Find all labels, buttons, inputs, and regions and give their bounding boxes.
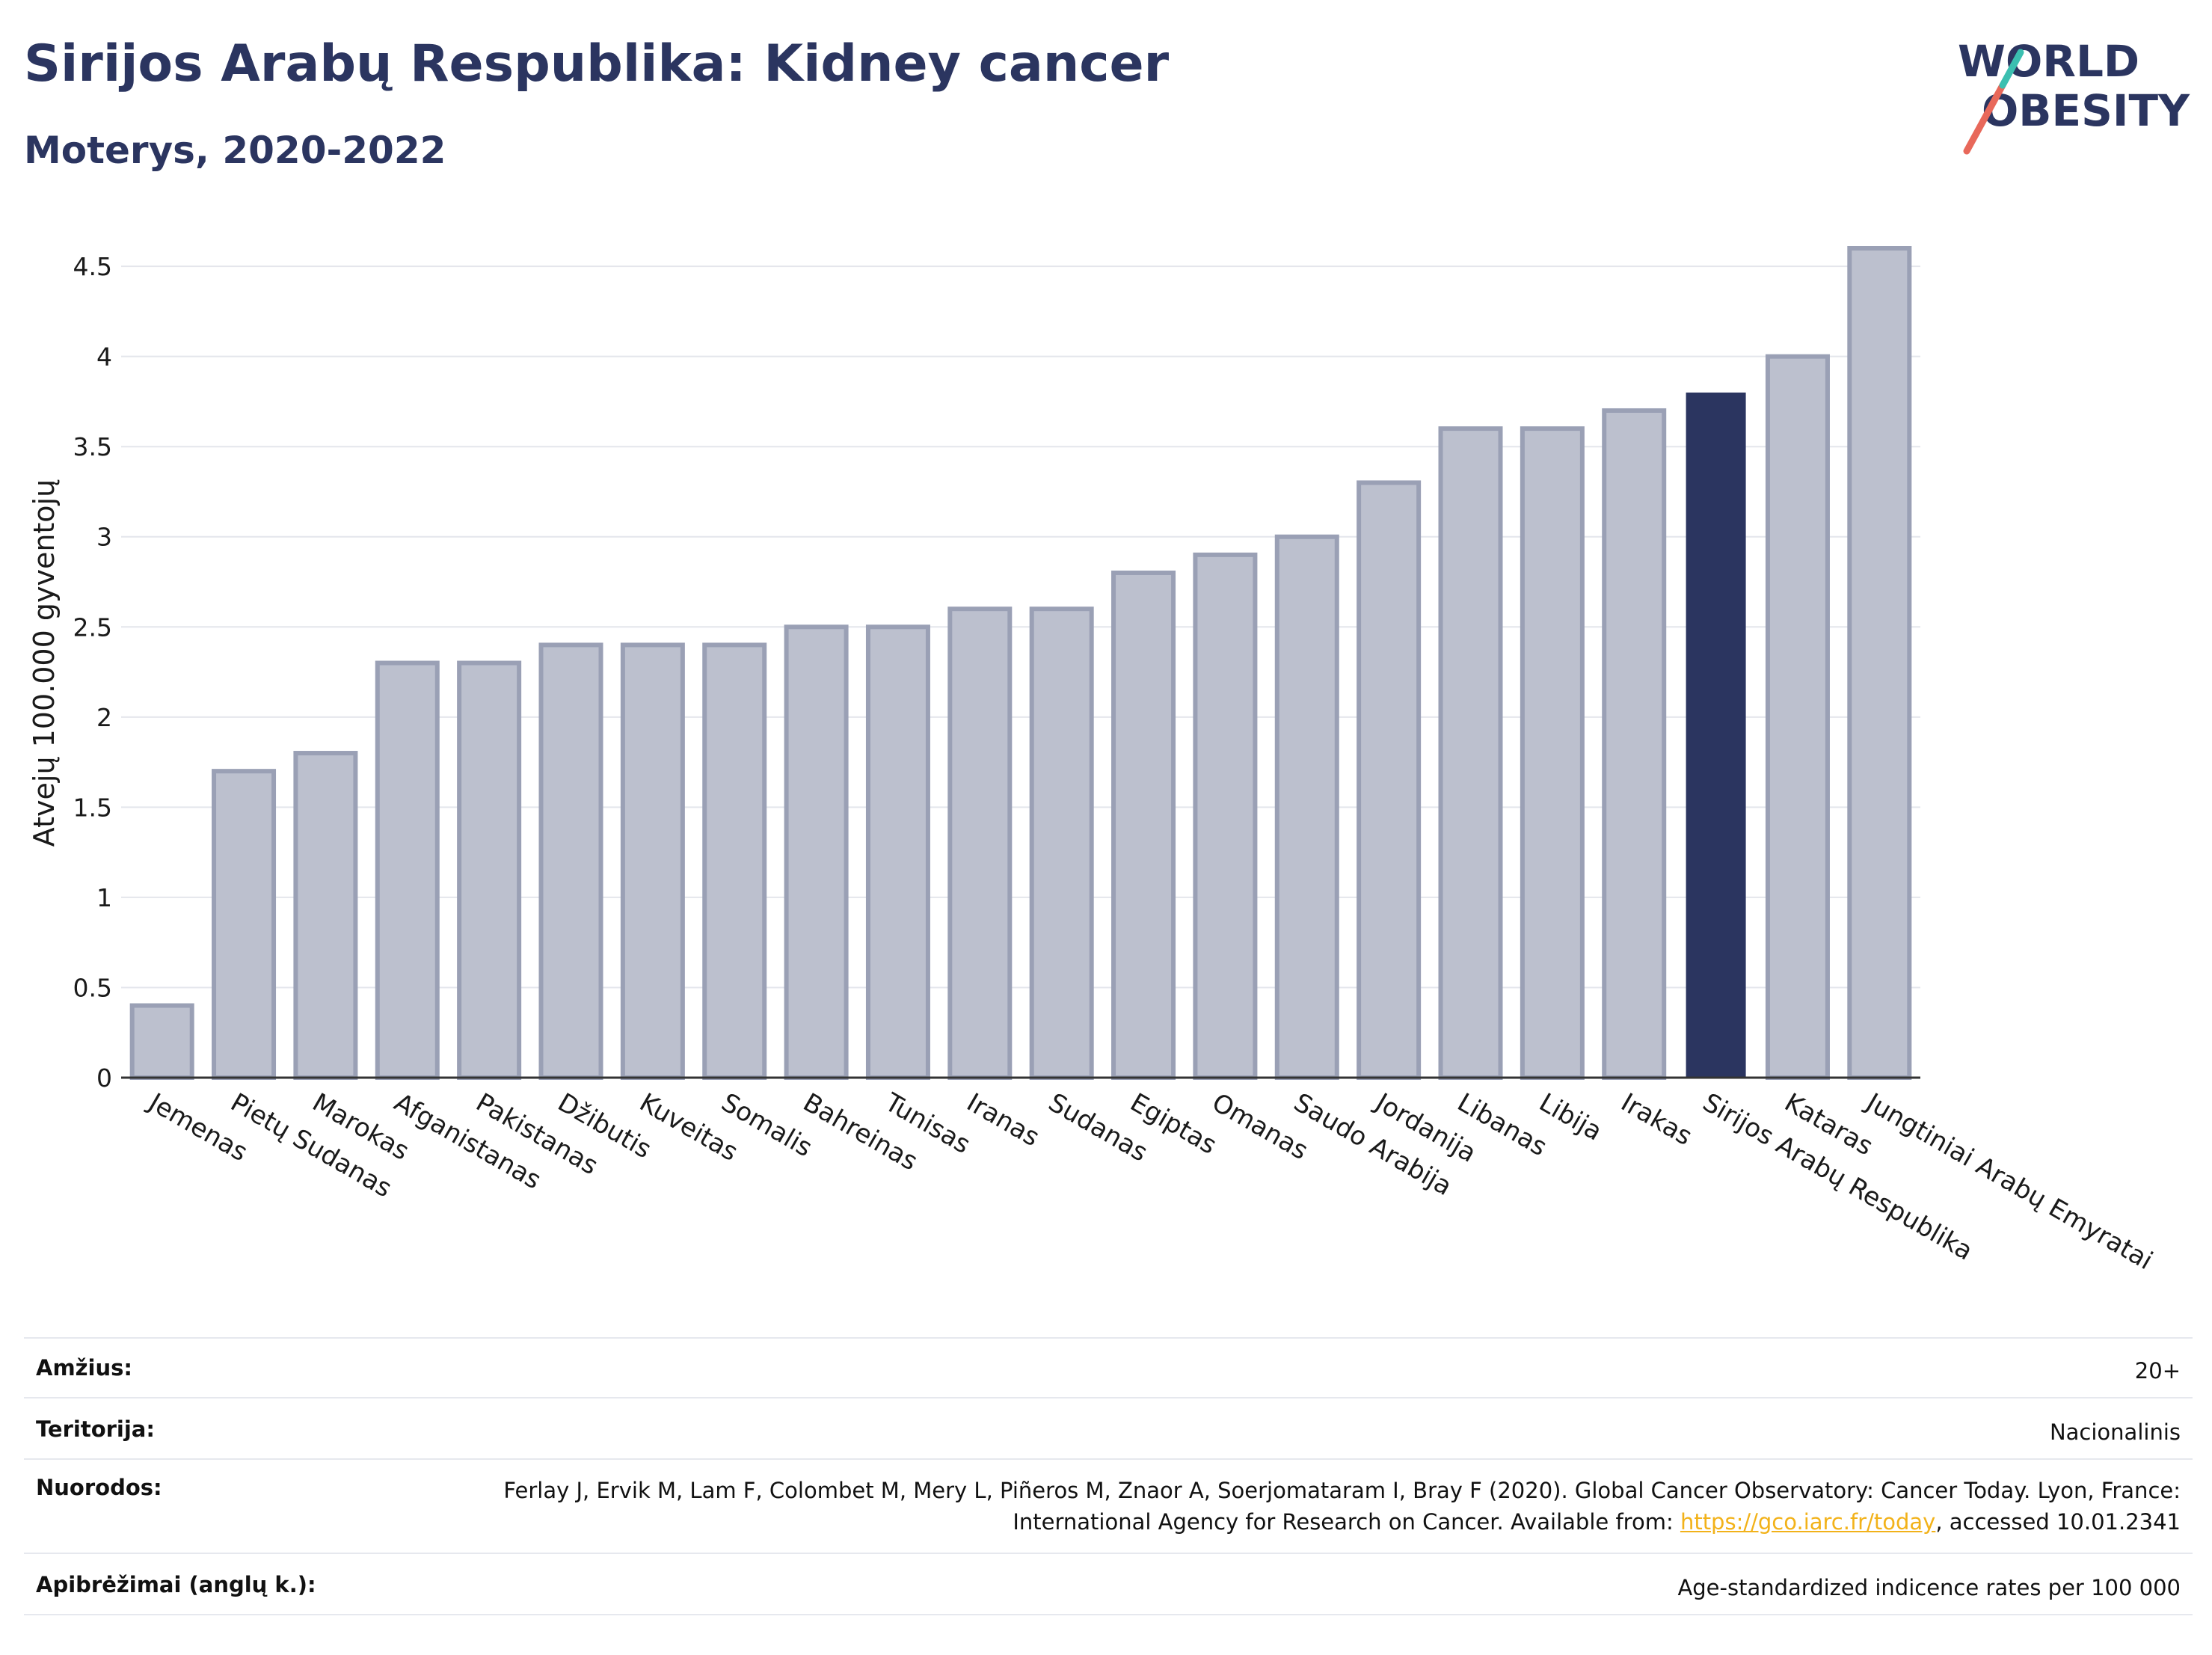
- x-category-label: Irakas: [1616, 1087, 1698, 1152]
- meta-row-definitions: Apibrėžimai (anglų k.): Age-standardized…: [24, 1553, 2193, 1615]
- bar: [457, 660, 522, 1080]
- bar: [1847, 246, 1912, 1080]
- chart-title: Sirijos Arabų Respublika: Kidney cancer: [24, 34, 1170, 93]
- territory-label: Teritorija:: [24, 1397, 473, 1460]
- y-tick-label: 3: [96, 523, 112, 552]
- y-axis-title: Atvejų 100.000 gyventojų: [28, 479, 61, 847]
- bar: [1029, 607, 1094, 1080]
- bar: [865, 624, 930, 1080]
- bar: [212, 769, 277, 1081]
- bar: [375, 660, 440, 1080]
- y-axis-ticks: 0 0.5 1 1.5 2 2.5 3 3.5 4 4.5: [73, 252, 112, 1093]
- bar: [784, 624, 849, 1080]
- bar: [1520, 426, 1585, 1080]
- y-tick-label: 4.5: [73, 252, 112, 281]
- bar-highlighted: [1686, 392, 1746, 1078]
- bar: [702, 642, 767, 1080]
- y-tick-label: 1.5: [73, 793, 112, 822]
- references-text: Ferlay J, Ervik M, Lam F, Colombet M, Me…: [503, 1478, 2181, 1535]
- definitions-value: Age-standardized indicence rates per 100…: [473, 1553, 2193, 1615]
- meta-row-age: Amžius: 20+: [24, 1337, 2193, 1398]
- logo-word-world: WORLD: [1958, 36, 2139, 87]
- territory-value: Nacionalinis: [473, 1397, 2193, 1460]
- y-tick-label: 1: [96, 883, 112, 912]
- y-tick-label: 3.5: [73, 432, 112, 461]
- bar: [293, 751, 358, 1080]
- bar: [1602, 408, 1667, 1080]
- x-category-label: Jungtiniai Arabų Emyratai: [1860, 1087, 2157, 1276]
- y-tick-label: 2.5: [73, 612, 112, 642]
- y-tick-label: 0.5: [73, 973, 112, 1002]
- bar: [1438, 426, 1503, 1080]
- bar: [1357, 480, 1422, 1080]
- metadata-table: Amžius: 20+ Teritorija: Nacionalinis Nuo…: [24, 1337, 2193, 1615]
- definitions-label: Apibrėžimai (anglų k.):: [24, 1553, 473, 1615]
- logo-word-obesity: OBESITY: [1982, 85, 2190, 136]
- world-obesity-logo: WORLD OBESITY: [1958, 36, 2190, 155]
- bar: [1765, 354, 1830, 1080]
- x-category-label: Iranas: [962, 1087, 1045, 1152]
- logo-slash-teal-icon: [1999, 49, 2024, 89]
- bar: [538, 642, 603, 1080]
- meta-row-territory: Teritorija: Nacionalinis: [24, 1397, 2193, 1460]
- bar: [1274, 534, 1339, 1080]
- bar: [129, 1003, 194, 1080]
- age-label: Amžius:: [24, 1337, 473, 1398]
- references-link[interactable]: https://gco.iarc.fr/today: [1680, 1509, 1936, 1535]
- references-accessed: , accessed 10.01.2341: [1935, 1509, 2181, 1535]
- bar: [620, 642, 685, 1080]
- meta-row-references: Nuorodos: Ferlay J, Ervik M, Lam F, Colo…: [24, 1458, 2193, 1554]
- y-tick-label: 0: [96, 1063, 112, 1093]
- age-value: 20+: [473, 1337, 2193, 1398]
- bar: [1193, 552, 1258, 1080]
- references-label: Nuorodos:: [24, 1458, 473, 1554]
- references-value: Ferlay J, Ervik M, Lam F, Colombet M, Me…: [473, 1458, 2193, 1554]
- bars: [129, 246, 1912, 1081]
- logo-slash-red-icon: [1963, 82, 2006, 155]
- chart-subtitle: Moterys, 2020-2022: [24, 129, 446, 172]
- y-tick-label: 4: [96, 343, 112, 372]
- y-tick-label: 2: [96, 703, 112, 732]
- bar: [1111, 570, 1176, 1080]
- bar: [947, 607, 1013, 1080]
